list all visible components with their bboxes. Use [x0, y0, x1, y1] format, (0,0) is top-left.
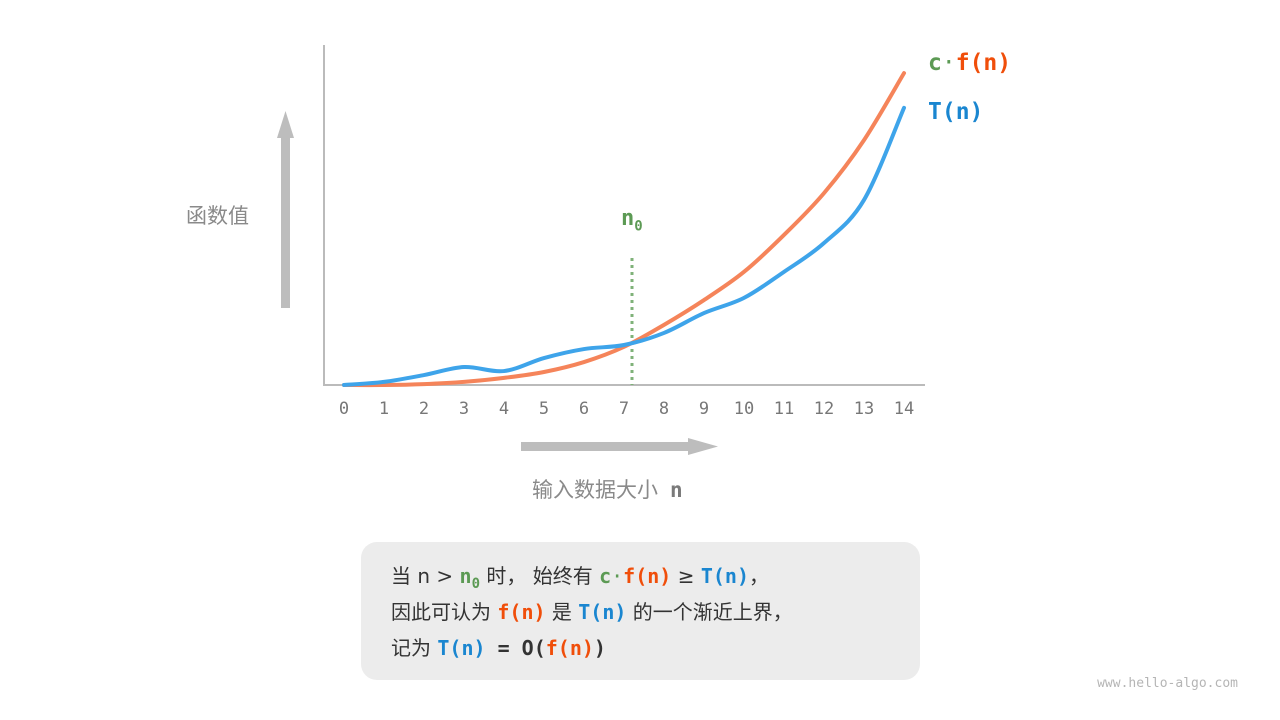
x-tick-label: 1 — [379, 399, 389, 419]
caption-line-2: 因此可认为 f(n) 是 T(n) 的一个渐近上界， — [391, 596, 793, 625]
legend-dot: · — [941, 50, 956, 76]
x-tick-label: 11 — [774, 399, 794, 419]
caption-box: 当 n > n0 时， 始终有 c·f(n) ≥ T(n)， 因此可认为 f(n… — [361, 542, 920, 680]
x-tick-label: 6 — [579, 399, 589, 419]
x-tick-label: 12 — [814, 399, 834, 419]
t: 时， 始终有 — [480, 564, 600, 588]
caption-line-1: 当 n > n0 时， 始终有 c·f(n) ≥ T(n)， — [391, 560, 769, 592]
x-tick-label: 9 — [699, 399, 709, 419]
t: 是 — [545, 600, 579, 624]
t: = — [485, 636, 522, 660]
watermark: www.hello-algo.com — [1097, 676, 1238, 691]
legend-cfn: c·f(n) — [928, 50, 1011, 76]
t: f(n) — [545, 636, 594, 660]
t: f(n) — [623, 564, 672, 588]
t: f(n) — [497, 600, 546, 624]
y-arrow — [277, 111, 294, 308]
t: T(n) — [578, 600, 627, 624]
x-tick-label: 4 — [499, 399, 509, 419]
t: O( — [521, 636, 546, 660]
x-axis-label: 输入数据大小 n — [532, 474, 683, 504]
t: · — [611, 564, 624, 588]
t: 0 — [471, 576, 480, 592]
legend-f: f(n) — [955, 50, 1012, 76]
x-arrow — [521, 438, 718, 455]
series-line-tn — [342, 105, 906, 387]
n0-n: n — [621, 206, 635, 231]
t: c — [599, 564, 612, 588]
x-tick-label: 2 — [419, 399, 429, 419]
caption-line-3: 记为 T(n) = O(f(n)) — [391, 632, 606, 661]
x-tick-label: 13 — [854, 399, 874, 419]
x-tick-label: 0 — [339, 399, 349, 419]
x-label-var: n — [670, 478, 683, 502]
t: T(n) — [437, 636, 486, 660]
x-tick-label: 8 — [659, 399, 669, 419]
t: 因此可认为 — [391, 600, 498, 624]
t: n — [459, 564, 472, 588]
x-tick-label: 7 — [619, 399, 629, 419]
x-tick-label: 10 — [734, 399, 754, 419]
t: 的一个渐近上界， — [626, 600, 793, 624]
t: ， — [749, 564, 769, 588]
y-axis-label: 函数值 — [186, 204, 249, 228]
n0-sub: 0 — [634, 218, 643, 235]
t: 当 n > — [391, 564, 460, 588]
t: T(n) — [700, 564, 749, 588]
legend-tn: T(n) — [928, 99, 984, 125]
t: ) — [593, 636, 606, 660]
x-tick-label: 5 — [539, 399, 549, 419]
legend-c: c — [928, 50, 942, 76]
t: ≥ — [671, 564, 701, 588]
x-tick-label: 14 — [894, 399, 914, 419]
n0-label: n0 — [621, 206, 643, 234]
x-label-text: 输入数据大小 — [532, 478, 658, 502]
t: 记为 — [391, 636, 438, 660]
x-tick-label: 3 — [459, 399, 469, 419]
n0: n0 — [459, 564, 480, 592]
